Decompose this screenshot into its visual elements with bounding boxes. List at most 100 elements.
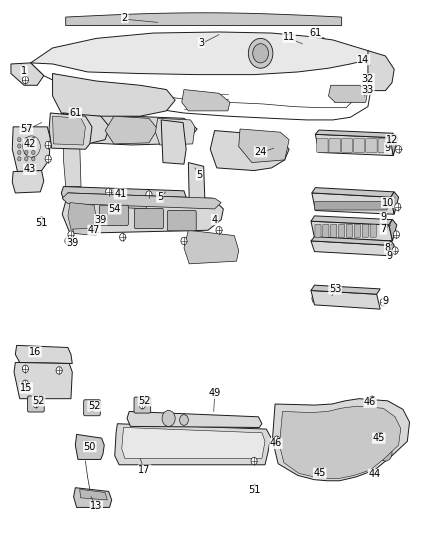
Circle shape	[393, 231, 399, 238]
Circle shape	[120, 233, 126, 241]
Polygon shape	[279, 406, 401, 479]
Circle shape	[22, 76, 28, 84]
Polygon shape	[12, 171, 44, 193]
Circle shape	[347, 426, 360, 442]
Polygon shape	[184, 230, 239, 264]
Text: 39: 39	[66, 238, 78, 247]
Text: 46: 46	[364, 398, 376, 407]
Polygon shape	[311, 285, 380, 294]
Text: 13: 13	[90, 502, 102, 511]
Polygon shape	[391, 192, 399, 214]
Circle shape	[22, 365, 28, 373]
Polygon shape	[75, 434, 104, 459]
Circle shape	[396, 146, 402, 153]
Circle shape	[338, 293, 347, 304]
Polygon shape	[127, 411, 262, 427]
Text: 49: 49	[208, 389, 221, 398]
FancyBboxPatch shape	[341, 139, 353, 152]
Circle shape	[379, 445, 392, 461]
Text: 11: 11	[283, 33, 295, 42]
Circle shape	[25, 144, 28, 148]
Circle shape	[22, 380, 28, 387]
Circle shape	[181, 237, 187, 245]
Text: 12: 12	[386, 135, 398, 144]
Circle shape	[325, 293, 334, 304]
Text: 44: 44	[368, 470, 381, 479]
Polygon shape	[311, 221, 392, 241]
Text: 4: 4	[212, 215, 218, 224]
Circle shape	[68, 231, 74, 238]
Polygon shape	[122, 427, 265, 458]
Polygon shape	[62, 193, 221, 209]
FancyBboxPatch shape	[99, 205, 128, 225]
Circle shape	[326, 421, 339, 437]
FancyBboxPatch shape	[353, 139, 365, 152]
Circle shape	[33, 400, 39, 408]
Text: 52: 52	[32, 396, 45, 406]
FancyBboxPatch shape	[329, 139, 340, 152]
Text: 5: 5	[157, 192, 163, 202]
Polygon shape	[64, 113, 81, 187]
FancyBboxPatch shape	[346, 224, 353, 237]
Circle shape	[248, 38, 273, 68]
Text: 32: 32	[362, 74, 374, 84]
Circle shape	[56, 367, 62, 374]
Text: 61: 61	[69, 108, 81, 118]
FancyBboxPatch shape	[134, 397, 151, 413]
Polygon shape	[311, 237, 391, 245]
Polygon shape	[72, 225, 96, 236]
Circle shape	[395, 203, 401, 211]
FancyBboxPatch shape	[28, 396, 44, 412]
FancyBboxPatch shape	[317, 139, 328, 152]
Polygon shape	[68, 203, 96, 229]
Polygon shape	[182, 90, 230, 111]
Text: 33: 33	[362, 85, 374, 94]
Circle shape	[18, 157, 21, 161]
Circle shape	[251, 457, 257, 465]
Text: 10: 10	[381, 198, 394, 207]
Circle shape	[318, 471, 324, 478]
Text: 51: 51	[35, 218, 48, 228]
Circle shape	[312, 293, 321, 304]
Text: 45: 45	[373, 433, 385, 443]
Text: 17: 17	[138, 465, 151, 475]
Polygon shape	[311, 290, 380, 309]
Circle shape	[106, 188, 112, 196]
Text: 2: 2	[122, 13, 128, 22]
FancyBboxPatch shape	[331, 224, 337, 237]
Polygon shape	[272, 399, 410, 481]
FancyBboxPatch shape	[354, 224, 360, 237]
Text: 9: 9	[385, 143, 391, 153]
Text: 57: 57	[20, 124, 32, 134]
Text: 45: 45	[314, 469, 326, 478]
Polygon shape	[188, 163, 205, 204]
Text: 15: 15	[20, 383, 32, 393]
Polygon shape	[62, 193, 223, 233]
Circle shape	[18, 150, 21, 155]
Text: 52: 52	[138, 396, 151, 406]
Circle shape	[45, 155, 51, 163]
Polygon shape	[388, 241, 394, 256]
Circle shape	[377, 432, 383, 440]
Polygon shape	[53, 74, 175, 116]
Text: 54: 54	[109, 204, 121, 214]
Circle shape	[32, 150, 35, 155]
FancyBboxPatch shape	[339, 224, 345, 237]
Circle shape	[65, 237, 71, 245]
Text: 47: 47	[88, 225, 100, 235]
Circle shape	[57, 119, 76, 142]
FancyBboxPatch shape	[378, 139, 389, 152]
Circle shape	[32, 144, 35, 148]
Circle shape	[369, 396, 375, 403]
Text: 46: 46	[270, 439, 282, 448]
Polygon shape	[61, 113, 197, 145]
Circle shape	[18, 138, 21, 142]
Circle shape	[139, 401, 145, 409]
Polygon shape	[80, 489, 107, 500]
Polygon shape	[328, 85, 368, 102]
Polygon shape	[311, 241, 391, 256]
FancyBboxPatch shape	[366, 139, 377, 152]
FancyBboxPatch shape	[84, 400, 100, 416]
FancyBboxPatch shape	[370, 224, 376, 237]
Text: 5: 5	[196, 170, 202, 180]
